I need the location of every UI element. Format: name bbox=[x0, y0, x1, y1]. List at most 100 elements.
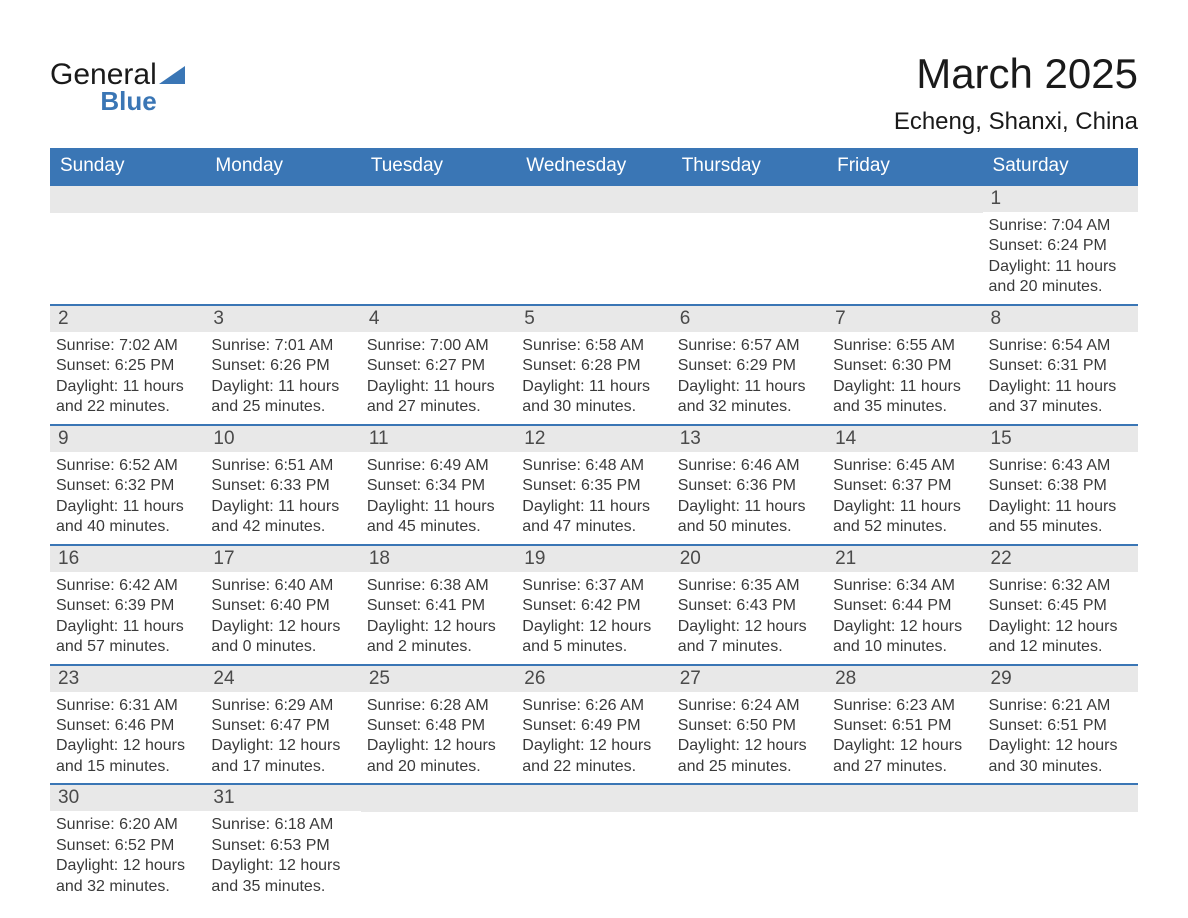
day-number bbox=[50, 186, 205, 213]
day-number: 14 bbox=[827, 426, 982, 452]
day-header-row: Sunday Monday Tuesday Wednesday Thursday… bbox=[50, 148, 1138, 186]
day-number: 19 bbox=[516, 546, 671, 572]
sunrise-line: Sunrise: 6:49 AM bbox=[367, 456, 510, 476]
sunset-line: Sunset: 6:43 PM bbox=[678, 596, 821, 616]
day-number: 7 bbox=[827, 306, 982, 332]
calendar-cell: 16Sunrise: 6:42 AMSunset: 6:39 PMDayligh… bbox=[50, 546, 205, 664]
sunrise-line: Sunrise: 7:00 AM bbox=[367, 336, 510, 356]
calendar-cell: 31Sunrise: 6:18 AMSunset: 6:53 PMDayligh… bbox=[205, 785, 360, 903]
cell-body: Sunrise: 6:20 AMSunset: 6:52 PMDaylight:… bbox=[50, 811, 205, 897]
cell-body: Sunrise: 6:28 AMSunset: 6:48 PMDaylight:… bbox=[361, 692, 516, 778]
sunset-line: Sunset: 6:46 PM bbox=[56, 716, 199, 736]
sunset-line: Sunset: 6:38 PM bbox=[989, 476, 1132, 496]
dayhead-tue: Tuesday bbox=[361, 148, 516, 184]
calendar-cell: 22Sunrise: 6:32 AMSunset: 6:45 PMDayligh… bbox=[983, 546, 1138, 664]
calendar-cell bbox=[827, 186, 982, 304]
sunrise-line: Sunrise: 6:18 AM bbox=[211, 815, 354, 835]
day-number: 22 bbox=[983, 546, 1138, 572]
sunset-line: Sunset: 6:34 PM bbox=[367, 476, 510, 496]
daylight-line: Daylight: 12 hours and 35 minutes. bbox=[211, 856, 354, 897]
daylight-line: Daylight: 11 hours and 37 minutes. bbox=[989, 377, 1132, 418]
cell-body: Sunrise: 6:42 AMSunset: 6:39 PMDaylight:… bbox=[50, 572, 205, 658]
calendar-cell: 11Sunrise: 6:49 AMSunset: 6:34 PMDayligh… bbox=[361, 426, 516, 544]
calendar-cell: 12Sunrise: 6:48 AMSunset: 6:35 PMDayligh… bbox=[516, 426, 671, 544]
day-number bbox=[516, 186, 671, 213]
sunset-line: Sunset: 6:37 PM bbox=[833, 476, 976, 496]
cell-body: Sunrise: 6:21 AMSunset: 6:51 PMDaylight:… bbox=[983, 692, 1138, 778]
sunset-line: Sunset: 6:30 PM bbox=[833, 356, 976, 376]
calendar-cell: 2Sunrise: 7:02 AMSunset: 6:25 PMDaylight… bbox=[50, 306, 205, 424]
daylight-line: Daylight: 12 hours and 12 minutes. bbox=[989, 617, 1132, 658]
cell-body: Sunrise: 6:54 AMSunset: 6:31 PMDaylight:… bbox=[983, 332, 1138, 418]
sunset-line: Sunset: 6:40 PM bbox=[211, 596, 354, 616]
daylight-line: Daylight: 11 hours and 55 minutes. bbox=[989, 497, 1132, 538]
sunset-line: Sunset: 6:48 PM bbox=[367, 716, 510, 736]
sunrise-line: Sunrise: 6:58 AM bbox=[522, 336, 665, 356]
calendar-cell: 28Sunrise: 6:23 AMSunset: 6:51 PMDayligh… bbox=[827, 666, 982, 784]
day-number: 25 bbox=[361, 666, 516, 692]
cell-body: Sunrise: 6:34 AMSunset: 6:44 PMDaylight:… bbox=[827, 572, 982, 658]
cell-body: Sunrise: 7:01 AMSunset: 6:26 PMDaylight:… bbox=[205, 332, 360, 418]
day-number bbox=[672, 186, 827, 213]
calendar-cell: 6Sunrise: 6:57 AMSunset: 6:29 PMDaylight… bbox=[672, 306, 827, 424]
week-row: 2Sunrise: 7:02 AMSunset: 6:25 PMDaylight… bbox=[50, 306, 1138, 426]
weeks-container: 1Sunrise: 7:04 AMSunset: 6:24 PMDaylight… bbox=[50, 186, 1138, 903]
calendar-cell: 3Sunrise: 7:01 AMSunset: 6:26 PMDaylight… bbox=[205, 306, 360, 424]
calendar-cell: 20Sunrise: 6:35 AMSunset: 6:43 PMDayligh… bbox=[672, 546, 827, 664]
sunrise-line: Sunrise: 6:38 AM bbox=[367, 576, 510, 596]
calendar-cell: 5Sunrise: 6:58 AMSunset: 6:28 PMDaylight… bbox=[516, 306, 671, 424]
sunset-line: Sunset: 6:42 PM bbox=[522, 596, 665, 616]
day-number: 29 bbox=[983, 666, 1138, 692]
sunset-line: Sunset: 6:49 PM bbox=[522, 716, 665, 736]
sunset-line: Sunset: 6:35 PM bbox=[522, 476, 665, 496]
day-number bbox=[205, 186, 360, 213]
day-number: 28 bbox=[827, 666, 982, 692]
sunset-line: Sunset: 6:26 PM bbox=[211, 356, 354, 376]
daylight-line: Daylight: 12 hours and 5 minutes. bbox=[522, 617, 665, 658]
sunset-line: Sunset: 6:32 PM bbox=[56, 476, 199, 496]
sunset-line: Sunset: 6:29 PM bbox=[678, 356, 821, 376]
sunrise-line: Sunrise: 6:37 AM bbox=[522, 576, 665, 596]
sunrise-line: Sunrise: 6:51 AM bbox=[211, 456, 354, 476]
logo-triangle-icon bbox=[159, 66, 185, 84]
calendar-cell: 19 Sunrise: 6:37 AMSunset: 6:42 PMDayligh… bbox=[516, 546, 671, 664]
sunrise-line: Sunrise: 6:24 AM bbox=[678, 696, 821, 716]
calendar-cell: 23Sunrise: 6:31 AMSunset: 6:46 PMDayligh… bbox=[50, 666, 205, 784]
calendar-cell: 21Sunrise: 6:34 AMSunset: 6:44 PMDayligh… bbox=[827, 546, 982, 664]
sunset-line: Sunset: 6:28 PM bbox=[522, 356, 665, 376]
cell-body: Sunrise: 6:57 AMSunset: 6:29 PMDaylight:… bbox=[672, 332, 827, 418]
day-number bbox=[983, 785, 1138, 812]
daylight-line: Daylight: 11 hours and 30 minutes. bbox=[522, 377, 665, 418]
daylight-line: Daylight: 11 hours and 20 minutes. bbox=[989, 257, 1132, 298]
sunset-line: Sunset: 6:51 PM bbox=[833, 716, 976, 736]
day-number: 11 bbox=[361, 426, 516, 452]
cell-body: Sunrise: 6:58 AMSunset: 6:28 PMDaylight:… bbox=[516, 332, 671, 418]
week-row: 9Sunrise: 6:52 AMSunset: 6:32 PMDaylight… bbox=[50, 426, 1138, 546]
daylight-line: Daylight: 12 hours and 22 minutes. bbox=[522, 736, 665, 777]
calendar-cell bbox=[50, 186, 205, 304]
sunrise-line: Sunrise: 6:46 AM bbox=[678, 456, 821, 476]
cell-body: Sunrise: 6:48 AMSunset: 6:35 PMDaylight:… bbox=[516, 452, 671, 538]
sunset-line: Sunset: 6:47 PM bbox=[211, 716, 354, 736]
calendar-cell: 4Sunrise: 7:00 AMSunset: 6:27 PMDaylight… bbox=[361, 306, 516, 424]
daylight-line: Daylight: 12 hours and 30 minutes. bbox=[989, 736, 1132, 777]
cell-body: Sunrise: 6:40 AMSunset: 6:40 PMDaylight:… bbox=[205, 572, 360, 658]
cell-body: Sunrise: 7:04 AMSunset: 6:24 PMDaylight:… bbox=[983, 212, 1138, 298]
title-block: March 2025 Echeng, Shanxi, China bbox=[894, 50, 1138, 136]
daylight-line: Daylight: 12 hours and 17 minutes. bbox=[211, 736, 354, 777]
sunrise-line: Sunrise: 6:45 AM bbox=[833, 456, 976, 476]
day-number: 2 bbox=[50, 306, 205, 332]
sunrise-line: Sunrise: 6:21 AM bbox=[989, 696, 1132, 716]
sunset-line: Sunset: 6:44 PM bbox=[833, 596, 976, 616]
calendar-cell bbox=[516, 186, 671, 304]
daylight-line: Daylight: 11 hours and 47 minutes. bbox=[522, 497, 665, 538]
daylight-line: Daylight: 12 hours and 10 minutes. bbox=[833, 617, 976, 658]
day-number: 13 bbox=[672, 426, 827, 452]
sunset-line: Sunset: 6:36 PM bbox=[678, 476, 821, 496]
sunset-line: Sunset: 6:31 PM bbox=[989, 356, 1132, 376]
calendar-cell: 15Sunrise: 6:43 AMSunset: 6:38 PMDayligh… bbox=[983, 426, 1138, 544]
cell-body: Sunrise: 6:18 AMSunset: 6:53 PMDaylight:… bbox=[205, 811, 360, 897]
cell-body: Sunrise: 6:38 AMSunset: 6:41 PMDaylight:… bbox=[361, 572, 516, 658]
sunrise-line: Sunrise: 6:40 AM bbox=[211, 576, 354, 596]
day-number: 10 bbox=[205, 426, 360, 452]
